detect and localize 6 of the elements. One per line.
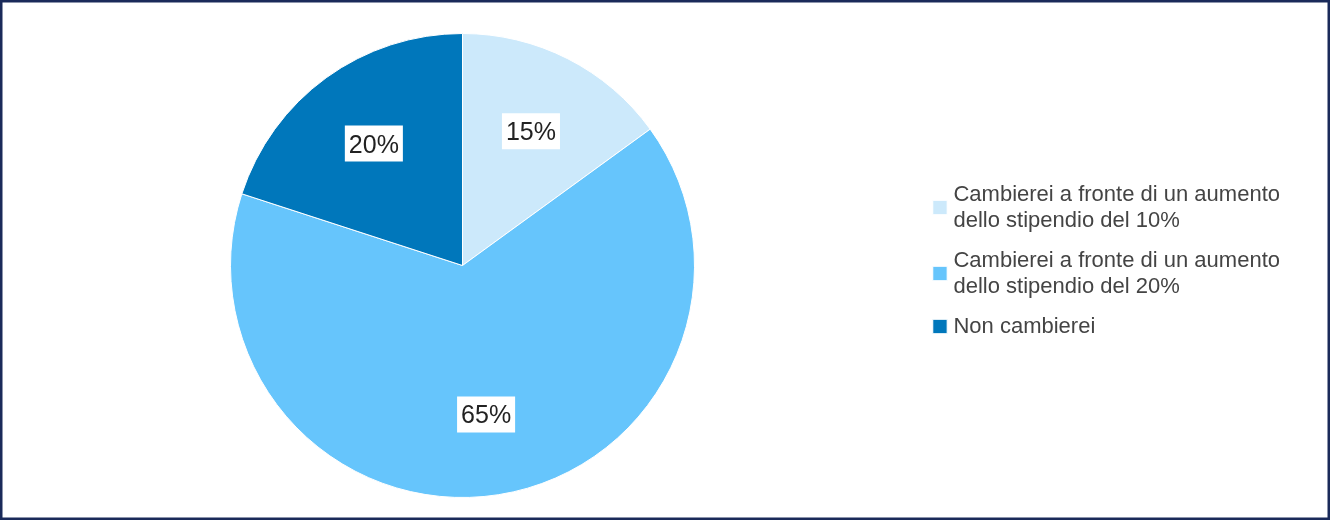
data-label: 65% [461, 400, 512, 429]
legend-label: Cambierei a fronte di un aumento dello stipendio del 20% [953, 247, 1280, 299]
legend-label: Cambierei a fronte di un aumento dello stipendio del 10% [953, 181, 1280, 233]
legend-label: Non cambierei [953, 313, 1096, 339]
data-label: 15% [505, 117, 556, 146]
data-label: 20% [348, 129, 399, 158]
